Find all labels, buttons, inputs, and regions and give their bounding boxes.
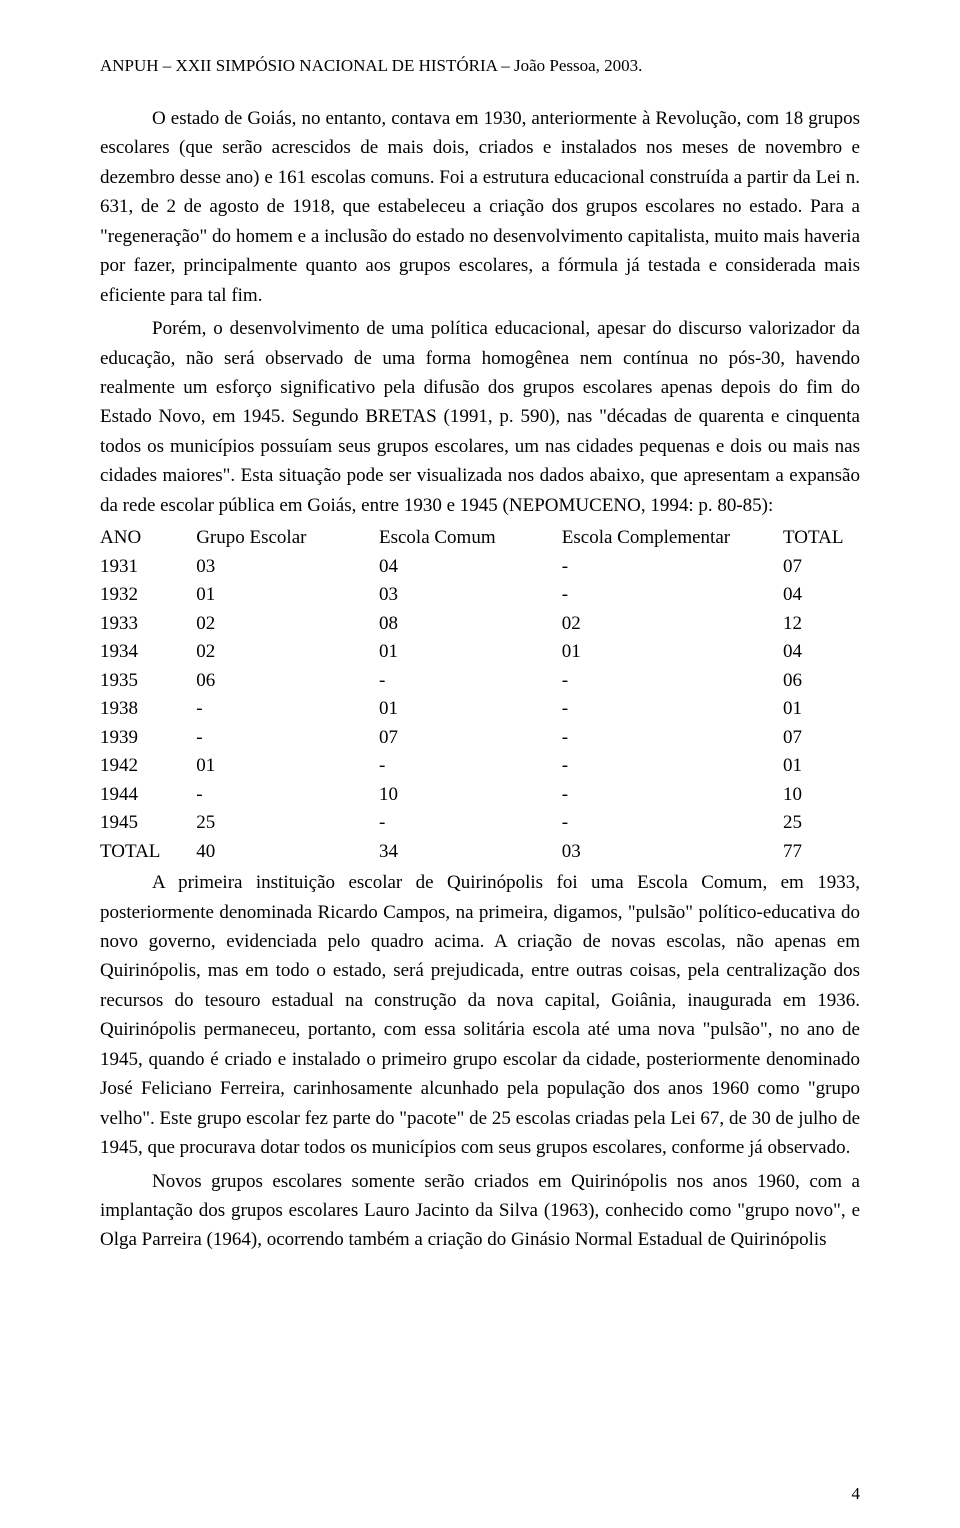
cell-ano: 1932 — [100, 581, 196, 610]
cell-ecomp: 01 — [562, 638, 783, 667]
table-row: 1944 - 10 - 10 — [100, 781, 860, 810]
cell-ano: 1931 — [100, 553, 196, 582]
paragraph-3: A primeira instituição escolar de Quirin… — [100, 868, 860, 1162]
paragraph-1: O estado de Goiás, no entanto, contava e… — [100, 104, 860, 310]
table-header-row: ANO Grupo Escolar Escola Comum Escola Co… — [100, 524, 860, 553]
cell-tot: 04 — [783, 638, 860, 667]
cell-ecomp: - — [562, 667, 783, 696]
cell-ge: 01 — [196, 581, 379, 610]
cell-ec: 04 — [379, 553, 562, 582]
cell-ano: TOTAL — [100, 838, 196, 867]
table-total-row: TOTAL 40 34 03 77 — [100, 838, 860, 867]
cell-ecomp: - — [562, 809, 783, 838]
cell-ano: 1934 — [100, 638, 196, 667]
col-header-grupo: Grupo Escolar — [196, 524, 379, 553]
table-row: 1934 02 01 01 04 — [100, 638, 860, 667]
cell-ano: 1945 — [100, 809, 196, 838]
col-header-compl: Escola Complementar — [562, 524, 783, 553]
cell-ecomp: - — [562, 581, 783, 610]
cell-ge: 03 — [196, 553, 379, 582]
cell-ge: - — [196, 695, 379, 724]
table-row: 1942 01 - - 01 — [100, 752, 860, 781]
cell-ano: 1933 — [100, 610, 196, 639]
table-row: 1945 25 - - 25 — [100, 809, 860, 838]
cell-ecomp: - — [562, 724, 783, 753]
cell-ec: 10 — [379, 781, 562, 810]
cell-ecomp: - — [562, 752, 783, 781]
cell-ec: 01 — [379, 638, 562, 667]
cell-tot: 12 — [783, 610, 860, 639]
cell-ano: 1942 — [100, 752, 196, 781]
col-header-comum: Escola Comum — [379, 524, 562, 553]
cell-ecomp: 03 — [562, 838, 783, 867]
table-row: 1933 02 08 02 12 — [100, 610, 860, 639]
cell-tot: 25 — [783, 809, 860, 838]
cell-ecomp: - — [562, 781, 783, 810]
cell-ge: 06 — [196, 667, 379, 696]
cell-ano: 1939 — [100, 724, 196, 753]
page-number: 4 — [852, 1484, 861, 1504]
cell-tot: 07 — [783, 724, 860, 753]
cell-ec: 01 — [379, 695, 562, 724]
cell-tot: 07 — [783, 553, 860, 582]
cell-ge: 01 — [196, 752, 379, 781]
table-row: 1939 - 07 - 07 — [100, 724, 860, 753]
cell-ec: 08 — [379, 610, 562, 639]
cell-ec: 34 — [379, 838, 562, 867]
cell-ec: - — [379, 809, 562, 838]
page: ANPUH – XXII SIMPÓSIO NACIONAL DE HISTÓR… — [0, 0, 960, 1528]
cell-ge: - — [196, 781, 379, 810]
cell-ecomp: - — [562, 695, 783, 724]
table-row: 1931 03 04 - 07 — [100, 553, 860, 582]
cell-ecomp: - — [562, 553, 783, 582]
cell-ge: - — [196, 724, 379, 753]
cell-ge: 25 — [196, 809, 379, 838]
cell-tot: 06 — [783, 667, 860, 696]
cell-tot: 77 — [783, 838, 860, 867]
cell-ge: 02 — [196, 610, 379, 639]
paragraph-4: Novos grupos escolares somente serão cri… — [100, 1167, 860, 1255]
cell-tot: 04 — [783, 581, 860, 610]
cell-ec: - — [379, 752, 562, 781]
cell-ano: 1944 — [100, 781, 196, 810]
table-row: 1935 06 - - 06 — [100, 667, 860, 696]
cell-ge: 02 — [196, 638, 379, 667]
col-header-ano: ANO — [100, 524, 196, 553]
cell-tot: 10 — [783, 781, 860, 810]
col-header-total: TOTAL — [783, 524, 860, 553]
table-row: 1938 - 01 - 01 — [100, 695, 860, 724]
cell-tot: 01 — [783, 695, 860, 724]
cell-ec: - — [379, 667, 562, 696]
school-expansion-table: ANO Grupo Escolar Escola Comum Escola Co… — [100, 524, 860, 866]
cell-tot: 01 — [783, 752, 860, 781]
page-header: ANPUH – XXII SIMPÓSIO NACIONAL DE HISTÓR… — [100, 56, 860, 76]
cell-ecomp: 02 — [562, 610, 783, 639]
table-row: 1932 01 03 - 04 — [100, 581, 860, 610]
cell-ec: 03 — [379, 581, 562, 610]
paragraph-2: Porém, o desenvolvimento de uma política… — [100, 314, 860, 520]
cell-ano: 1935 — [100, 667, 196, 696]
cell-ec: 07 — [379, 724, 562, 753]
cell-ano: 1938 — [100, 695, 196, 724]
cell-ge: 40 — [196, 838, 379, 867]
